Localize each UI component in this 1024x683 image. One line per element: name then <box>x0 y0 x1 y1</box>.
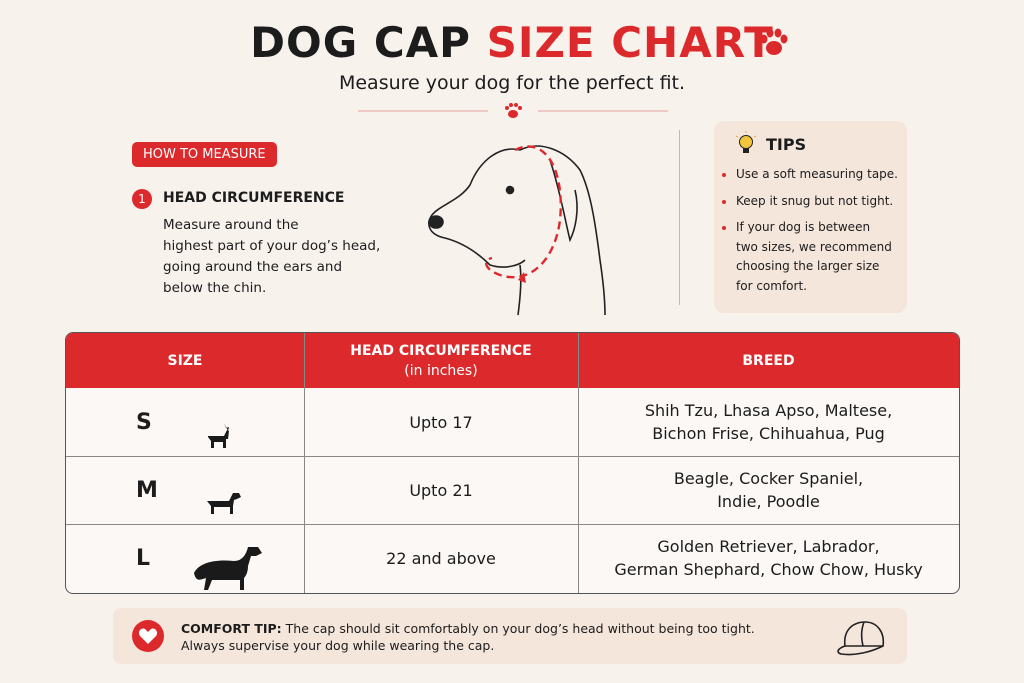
header-cell: SIZE <box>66 333 304 388</box>
text-line: BREED <box>742 352 795 369</box>
separator <box>679 130 680 305</box>
cap-icon <box>837 621 885 656</box>
section-badge: HOW TO MEASURE <box>132 142 277 167</box>
size-table: SIZE HEAD CIRCUMFERENCE (in inches) BREED… <box>65 332 960 594</box>
tip: Keep it snug but not tight. <box>736 192 911 212</box>
text-line: going around the ears and <box>163 259 343 275</box>
text-line: Use a soft measuring tape. <box>736 167 898 181</box>
title: DOG CAP SIZE CHART <box>0 18 1024 67</box>
dog-head-illustration <box>428 145 606 316</box>
circumference: 22 and above <box>386 548 496 568</box>
text-line: highest part of your dog’s head, <box>163 238 381 254</box>
text-line: Shih Tzu, Lhasa Apso, Maltese, <box>644 401 893 420</box>
subtitle: Measure your dog for the perfect fit. <box>338 72 686 94</box>
circumference-cell: Upto 21 <box>304 456 578 524</box>
text-line: HEAD CIRCUMFERENCE <box>350 342 532 359</box>
circumference: Upto 17 <box>409 412 473 432</box>
comfort-text: COMFORT TIP: The cap should sit comforta… <box>181 620 755 654</box>
text-line: Bichon Frise, Chihuahua, Pug <box>652 424 885 443</box>
bulb-icon <box>735 131 757 153</box>
breed-cell: Golden Retriever, Labrador, German Shepha… <box>578 524 959 592</box>
header-cell: BREED <box>578 333 959 388</box>
text-line: Always supervise your dog while wearing … <box>181 638 495 653</box>
text-line: SIZE <box>167 352 203 369</box>
size-label: M <box>136 477 158 503</box>
step-text: Measure around the highest part of your … <box>163 215 380 299</box>
text-line: (in inches) <box>404 362 478 379</box>
circumference: Upto 21 <box>409 480 473 500</box>
size-label: S <box>136 409 152 435</box>
size-cell: S <box>136 388 196 456</box>
tips-panel: TIPS Use a soft measuring tape. Keep it … <box>714 121 907 313</box>
text-line: If your dog is between <box>736 220 871 234</box>
breed-cell: Beagle, Cocker Spaniel, Indie, Poodle <box>578 456 959 524</box>
text-line: German Shephard, Chow Chow, Husky <box>614 560 923 579</box>
step-number: 1 <box>132 189 152 209</box>
column-divider <box>578 333 579 593</box>
row-divider <box>66 524 959 525</box>
text-line: Golden Retriever, Labrador, <box>657 537 880 556</box>
text-line: for comfort. <box>736 278 807 293</box>
text-line: Beagle, Cocker Spaniel, <box>673 469 864 488</box>
text-line: two sizes, we recommend <box>736 239 892 254</box>
comfort-tip: COMFORT TIP: The cap should sit comforta… <box>113 608 907 664</box>
text-line: Keep it snug but not tight. <box>736 193 894 208</box>
heart-icon <box>132 620 164 652</box>
column-divider <box>304 333 305 593</box>
text-line: choosing the larger size <box>736 259 880 273</box>
circumference-cell: 22 and above <box>304 524 578 592</box>
row-divider <box>66 456 959 457</box>
header-cell: HEAD CIRCUMFERENCE (in inches) <box>304 333 578 388</box>
text-line: The cap should sit comfortably on your d… <box>285 621 755 636</box>
step-title: HEAD CIRCUMFERENCE <box>163 190 345 206</box>
circumference-cell: Upto 17 <box>304 388 578 456</box>
text-line: Measure around the <box>163 217 299 233</box>
paw-icon <box>760 28 788 55</box>
tips-title: TIPS <box>766 135 807 154</box>
dog-icons <box>194 423 262 590</box>
text-line: below the chin. <box>163 280 267 296</box>
size-label: L <box>136 545 151 571</box>
title-accent: SIZE CHART <box>486 18 774 67</box>
tips-list: Use a soft measuring tape. Keep it snug … <box>722 165 911 303</box>
divider <box>358 103 668 118</box>
size-cell: L <box>136 524 196 592</box>
size-cell: M <box>136 456 196 524</box>
text-line: Indie, Poodle <box>717 492 820 511</box>
breed-cell: Shih Tzu, Lhasa Apso, Maltese, Bichon Fri… <box>578 388 959 456</box>
tip: Use a soft measuring tape. <box>736 165 911 185</box>
title-main: DOG CAP <box>250 18 471 67</box>
tip: If your dog is between two sizes, we reco… <box>736 218 911 296</box>
comfort-label: COMFORT TIP: <box>181 621 282 636</box>
